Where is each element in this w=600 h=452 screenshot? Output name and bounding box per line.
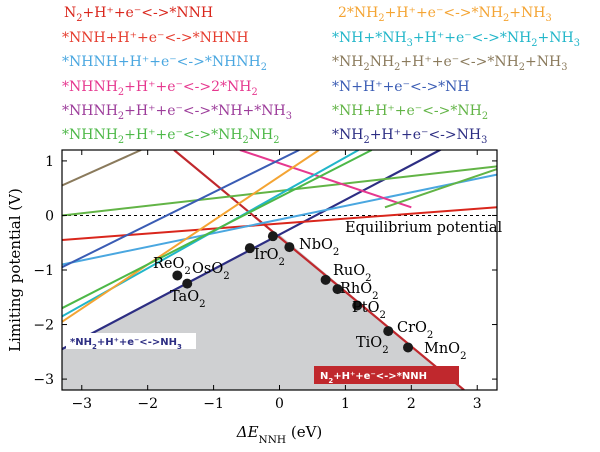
series-line-8 <box>62 150 300 269</box>
data-point-pto2 <box>352 300 363 311</box>
series-line-2 <box>62 150 443 351</box>
legend-entry-6: *NHNH2+H⁺+e⁻<->2*NH2 <box>62 79 258 98</box>
y-tick-label: −3 <box>33 372 54 388</box>
series-group <box>62 150 497 390</box>
x-axis-title: ΔENNH (eV) <box>236 423 323 446</box>
y-tick-label: 1 <box>45 154 54 170</box>
box-label-nnh: N2+H⁺+e⁻<->*NNH <box>320 371 427 385</box>
data-point-cro2 <box>403 342 414 353</box>
point-label-oso2: OsO2 <box>192 261 230 282</box>
series-line-11 <box>62 150 373 310</box>
x-tick-label: −3 <box>71 396 92 412</box>
y-axis-title: Limiting potential (V) <box>6 188 24 352</box>
point-label-iro2: IrO2 <box>254 247 285 268</box>
series-line-12 <box>384 168 497 209</box>
box-label-bg-nh2 <box>66 333 196 349</box>
point-label-tio2: TiO2 <box>356 335 389 356</box>
data-point-iro2 <box>267 231 278 242</box>
legend-entry-11: *NH2+H⁺+e⁻<->NH3 <box>332 127 488 146</box>
y-tick-label: −2 <box>33 318 54 334</box>
box-label-nh2: *NH2+H⁺+e⁻<->NH3 <box>70 337 182 351</box>
legend-entry-5: *NH2NH2+H⁺+e⁻<->*NH2+NH3 <box>332 54 568 73</box>
volcano-region <box>62 234 465 390</box>
x-tick-label: 1 <box>341 396 350 412</box>
point-label-ruo2: RuO2 <box>333 263 372 284</box>
legend-entry-10: *NHNH2+H⁺+e⁻<->*NH2NH2 <box>62 127 280 146</box>
series-line-1 <box>173 150 465 390</box>
legend-entry-0: N2+H⁺+e⁻<->*NNH <box>64 5 214 24</box>
x-tick-label: 3 <box>473 396 482 412</box>
data-point-reo2 <box>172 270 183 281</box>
data-point-tao2 <box>182 278 193 289</box>
series-line-5 <box>62 165 497 217</box>
box-label-bg-nnh <box>314 366 459 384</box>
legend-entry-4: *NHNH+H⁺+e⁻<->*NHNH2 <box>62 54 267 73</box>
data-point-tio2 <box>383 326 394 337</box>
y-tick-label: −1 <box>33 263 54 279</box>
equilibrium-label: Equilibrium potential <box>345 220 503 236</box>
series-line-4 <box>62 173 497 266</box>
data-point-nbo2 <box>284 242 295 253</box>
legend-entry-7: *N+H⁺+e⁻<->*NH <box>332 79 470 95</box>
point-label-mno2: MnO2 <box>424 341 467 362</box>
legend-entry-8: *NHNH2+H⁺+e⁻<->*NH+*NH3 <box>62 103 292 122</box>
x-tick-label: 0 <box>275 396 284 412</box>
data-point-rho2 <box>332 284 343 295</box>
legend-entry-3: *NH+*NH3+H⁺+e⁻<->*NH2+NH3 <box>332 30 580 49</box>
data-point-ruo2 <box>320 274 331 285</box>
series-line-7 <box>239 150 412 209</box>
data-point-oso2 <box>244 243 255 254</box>
legend-entry-9: *NH+H⁺+e⁻<->*NH2 <box>332 103 489 122</box>
series-line-3 <box>62 206 497 241</box>
point-label-pto2: PtO2 <box>352 300 386 321</box>
point-label-nbo2: NbO2 <box>299 237 339 258</box>
x-tick-label: −2 <box>137 396 158 412</box>
point-label-tao2: TaO2 <box>170 289 206 310</box>
series-line-10 <box>62 150 320 323</box>
legend-entry-2: *NNH+H⁺+e⁻<->*NHNH <box>62 30 249 46</box>
x-tick-label: −1 <box>203 396 224 412</box>
y-tick-label: 0 <box>45 208 54 224</box>
point-label-reo2: ReO2 <box>153 256 191 277</box>
series-line-6 <box>62 150 142 187</box>
legend-entry-1: 2*NH2+H⁺+e⁻<->*NH2+NH3 <box>338 5 552 24</box>
point-label-cro2: CrO2 <box>397 320 433 341</box>
x-tick-label: 2 <box>407 396 416 412</box>
point-label-rho2: RhO2 <box>340 281 379 302</box>
legend: N2+H⁺+e⁻<->*NNH 2*NH2+H⁺+e⁻<->*NH2+NH3 *NN… <box>0 0 600 150</box>
